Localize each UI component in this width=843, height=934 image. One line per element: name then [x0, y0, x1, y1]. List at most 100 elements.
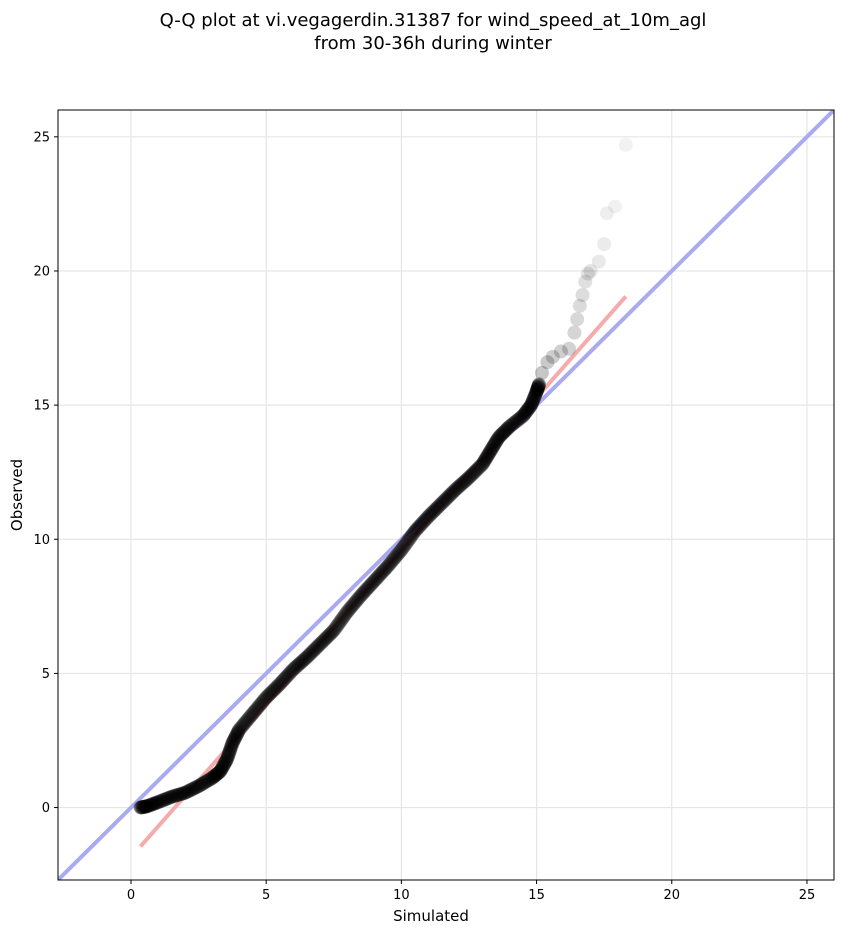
- qq-point-146: [237, 715, 252, 730]
- y-tick-label-1: 5: [42, 667, 50, 682]
- qq-point-19: [144, 797, 159, 812]
- qq-point-344: [429, 501, 444, 516]
- qq-point-199: [289, 659, 304, 674]
- qq-point-61: [182, 783, 197, 798]
- qq-point-218: [307, 642, 322, 657]
- qq-point-258: [346, 597, 361, 612]
- qq-point-417: [489, 433, 504, 448]
- qq-point-20: [144, 797, 159, 812]
- qq-point-189: [279, 669, 294, 684]
- qq-tail-point-15: [607, 199, 622, 214]
- qq-point-483: [530, 380, 545, 395]
- qq-point-83: [204, 771, 219, 786]
- qq-point-101: [214, 761, 229, 776]
- qq-point-425: [495, 426, 510, 441]
- qq-point-217: [306, 643, 321, 658]
- qq-point-320: [405, 526, 420, 541]
- qq-point-113: [220, 751, 235, 766]
- qq-point-201: [291, 658, 306, 673]
- qq-point-331: [416, 514, 431, 529]
- data-points: [133, 137, 633, 815]
- qq-point-176: [266, 682, 281, 697]
- qq-point-420: [491, 430, 506, 445]
- qq-point-250: [338, 607, 353, 622]
- qq-point-301: [387, 551, 402, 566]
- qq-point-7: [136, 799, 151, 814]
- qq-point-363: [447, 483, 462, 498]
- qq-point-345: [430, 500, 445, 515]
- qq-point-299: [385, 553, 400, 568]
- qq-point-122: [223, 740, 238, 755]
- qq-point-191: [281, 667, 296, 682]
- qq-point-337: [422, 508, 437, 523]
- chart-title-line-2: from 30-36h during winter: [314, 33, 552, 54]
- qq-point-293: [379, 560, 394, 575]
- qq-point-476: [529, 384, 544, 399]
- qq-point-174: [264, 684, 279, 699]
- qq-point-308: [394, 543, 409, 557]
- qq-point-369: [453, 478, 468, 493]
- qq-point-386: [469, 462, 484, 477]
- qq-point-30: [152, 794, 167, 809]
- qq-point-295: [381, 557, 396, 572]
- qq-point-238: [326, 623, 341, 638]
- qq-point-26: [149, 795, 164, 810]
- qq-point-181: [271, 678, 286, 693]
- qq-point-215: [304, 645, 319, 660]
- qq-point-352: [436, 494, 451, 509]
- qq-point-55: [177, 786, 192, 801]
- qq-point-342: [427, 503, 442, 518]
- fit-line: [138, 295, 628, 848]
- qq-point-57: [179, 785, 194, 800]
- qq-point-64: [185, 781, 200, 796]
- qq-point-489: [532, 377, 547, 392]
- qq-point-149: [240, 712, 255, 727]
- qq-point-115: [221, 748, 236, 763]
- y-tick-label-0: 0: [42, 801, 50, 816]
- qq-point-244: [332, 615, 347, 630]
- qq-point-375: [459, 473, 474, 488]
- qq-point-404: [482, 445, 497, 460]
- qq-point-388: [471, 460, 486, 475]
- qq-point-69: [190, 779, 205, 794]
- qq-point-168: [259, 690, 274, 705]
- qq-point-378: [461, 470, 476, 485]
- qq-point-377: [461, 471, 476, 486]
- qq-point-259: [347, 596, 362, 611]
- qq-point-43: [165, 789, 180, 804]
- qq-point-86: [206, 770, 221, 785]
- grid-lines: [58, 110, 834, 880]
- qq-point-100: [214, 762, 229, 777]
- qq-point-226: [315, 634, 330, 649]
- qq-point-287: [374, 566, 389, 581]
- qq-tail-point-3: [553, 344, 568, 359]
- qq-tail-point-6: [570, 312, 585, 327]
- qq-point-119: [222, 744, 237, 759]
- qq-point-329: [414, 516, 429, 531]
- y-tick-label-2: 10: [33, 533, 50, 548]
- qq-point-410: [485, 439, 500, 454]
- qq-point-194: [284, 664, 299, 679]
- y-tick-label-3: 15: [33, 399, 50, 414]
- qq-point-70: [191, 779, 206, 794]
- x-tick-label-2: 10: [393, 888, 410, 903]
- qq-point-464: [524, 396, 539, 411]
- qq-point-438: [506, 416, 521, 431]
- qq-point-294: [380, 559, 395, 574]
- qq-point-95: [211, 765, 226, 780]
- qq-point-179: [269, 680, 284, 695]
- qq-point-34: [156, 792, 171, 807]
- y-tick-label-4: 20: [33, 264, 50, 279]
- qq-point-435: [503, 418, 518, 433]
- qq-point-409: [485, 440, 500, 455]
- qq-point-405: [483, 444, 498, 459]
- qq-point-393: [476, 456, 491, 471]
- qq-point-0: [133, 800, 148, 815]
- qq-tail-point-1: [540, 355, 555, 370]
- qq-point-418: [490, 432, 505, 447]
- qq-point-380: [463, 468, 478, 483]
- qq-point-72: [193, 777, 208, 792]
- qq-point-62: [183, 782, 198, 797]
- qq-point-239: [327, 622, 342, 637]
- qq-point-252: [340, 604, 355, 619]
